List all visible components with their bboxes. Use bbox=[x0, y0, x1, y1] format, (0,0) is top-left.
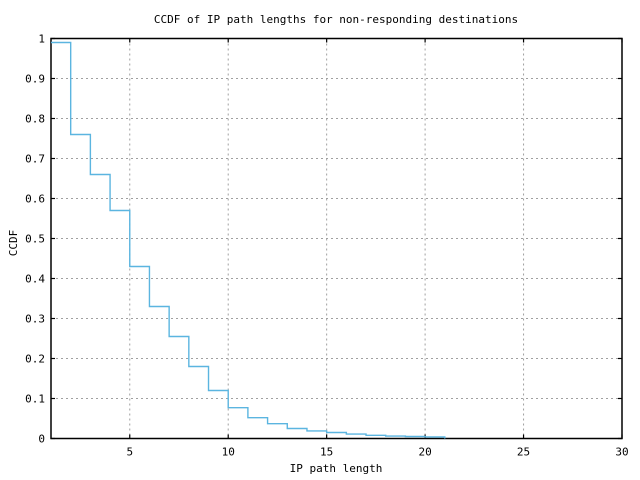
y-tick-label: 0.8 bbox=[25, 113, 45, 126]
x-tick-label: 15 bbox=[320, 446, 333, 459]
y-tick-label: 1 bbox=[38, 33, 45, 46]
x-tick-label: 20 bbox=[418, 446, 431, 459]
y-tick-label: 0.3 bbox=[25, 313, 45, 326]
x-tick-label: 5 bbox=[126, 446, 133, 459]
y-tick-label: 0.2 bbox=[25, 353, 45, 366]
plot-area: 5 10 15 20 25 30 0 0.1 0.2 0.3 0.4 0.5 0.6 0.7 0.8 0.9 1 bbox=[25, 33, 629, 459]
y-tick-label: 0.1 bbox=[25, 393, 45, 406]
y-tick-label: 0.5 bbox=[25, 233, 45, 246]
x-tick-label: 10 bbox=[222, 446, 235, 459]
y-tick-label: 0 bbox=[38, 433, 45, 446]
y-tick-label: 0.7 bbox=[25, 153, 45, 166]
x-tick-label: 25 bbox=[517, 446, 530, 459]
y-tick-label: 0.9 bbox=[25, 73, 45, 86]
y-tick-label: 0.4 bbox=[25, 273, 45, 286]
y-tick-label: 0.6 bbox=[25, 193, 45, 206]
ccdf-line bbox=[51, 41, 446, 439]
chart-title: CCDF of IP path lengths for non-respondi… bbox=[154, 13, 518, 26]
x-axis-label: IP path length bbox=[290, 462, 383, 475]
x-tick-label: 30 bbox=[615, 446, 628, 459]
y-axis-label: CCDF bbox=[7, 230, 20, 257]
